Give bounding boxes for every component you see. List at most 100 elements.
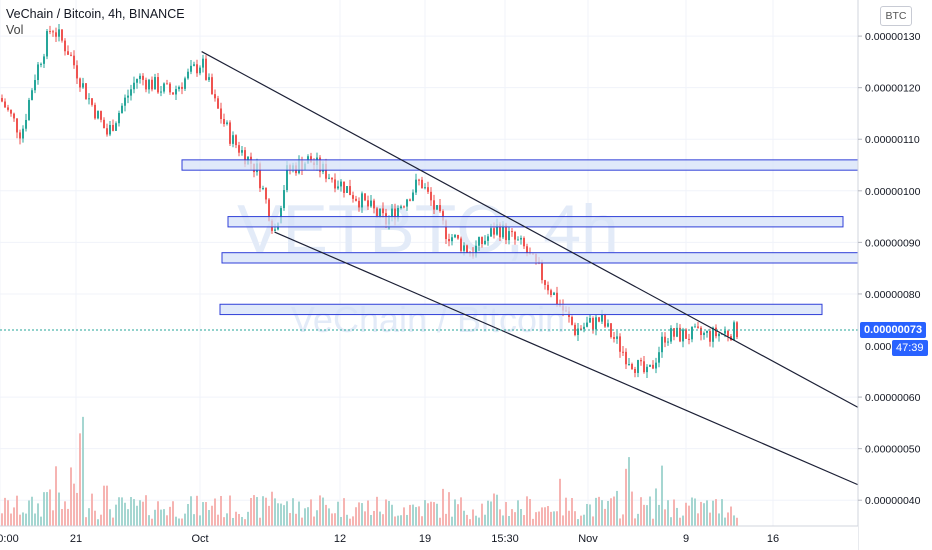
volume-bar [511, 509, 513, 526]
candle-body [595, 317, 597, 330]
volume-bar [673, 499, 675, 526]
volume-bar [592, 516, 594, 526]
volume-bar [4, 497, 6, 526]
volume-bar [448, 492, 450, 526]
candle-body [703, 332, 705, 335]
symbol-title[interactable]: VeChain / Bitcoin, 4h, BINANCE [6, 7, 185, 21]
volume-bar [700, 501, 702, 526]
candle-body [154, 77, 156, 90]
candle-body [64, 40, 66, 52]
candle-body [49, 31, 51, 33]
candle-body [85, 83, 87, 100]
volume-bar [445, 513, 447, 526]
candle-body [175, 89, 177, 95]
volume-bar [613, 496, 615, 526]
candle-body [715, 327, 717, 337]
candle-body [457, 234, 459, 239]
volume-bar [58, 492, 60, 526]
volume-bar [196, 495, 198, 526]
volume-bar [529, 499, 531, 526]
volume-bar [10, 513, 12, 526]
volume-bar [91, 493, 93, 526]
volume-bar [457, 504, 459, 526]
candle-body [337, 186, 339, 189]
candle-body [226, 122, 228, 125]
volume-bar [502, 515, 504, 526]
price-tick-label: 0.00000110 [865, 134, 920, 146]
volume-bar [301, 517, 303, 526]
candle-body [478, 237, 480, 246]
candle-body [349, 186, 351, 196]
volume-bar [649, 496, 651, 526]
candle-body [391, 208, 393, 218]
volume-bar [685, 502, 687, 526]
volume-bar [253, 495, 255, 526]
volume-bar [490, 501, 492, 526]
volume-bar [595, 497, 597, 526]
candle-body [343, 181, 345, 193]
price-tick-label: 0.00000100 [865, 186, 921, 198]
volume-bar [79, 433, 81, 526]
volume-bar [655, 488, 657, 526]
candle-body [508, 231, 510, 241]
candle-body [184, 78, 186, 89]
volume-bar [565, 497, 567, 526]
volume-bar [310, 499, 312, 526]
volume-bar [241, 516, 243, 526]
candle-body [106, 128, 108, 135]
volume-bar [88, 508, 90, 526]
volume-legend-label[interactable]: Vol [6, 23, 24, 37]
candle-body [55, 32, 57, 37]
trendline [201, 51, 859, 408]
volume-bar [661, 465, 663, 526]
currency-button[interactable]: BTC [880, 6, 912, 26]
candle-body [652, 364, 654, 369]
candle-body [445, 220, 447, 240]
candle-body [655, 362, 657, 369]
candle-body [658, 352, 660, 363]
volume-bar [385, 499, 387, 526]
volume-bar [223, 517, 225, 526]
volume-bar [382, 514, 384, 526]
candle-body [22, 128, 24, 139]
volume-bar [598, 496, 600, 526]
candle-body [502, 224, 504, 238]
candle-body [73, 55, 75, 66]
volume-bar [394, 516, 396, 526]
candle-body [259, 163, 261, 189]
volume-bar [499, 509, 501, 526]
volume-bar [652, 518, 654, 526]
volume-bar [388, 501, 390, 526]
volume-bar [520, 508, 522, 526]
volume-bar [259, 517, 261, 526]
candle-body [274, 229, 276, 231]
volume-bar [691, 497, 693, 526]
volume-bar [544, 507, 546, 526]
volume-bar [238, 514, 240, 526]
volume-bar [127, 509, 129, 526]
volume-bar [280, 503, 282, 526]
volume-bar [157, 501, 159, 526]
candle-body [574, 324, 576, 335]
price-tick-label: 0.00000040 [865, 495, 921, 507]
volume-bar [709, 512, 711, 526]
volume-bar [508, 516, 510, 526]
volume-bar [73, 483, 75, 526]
candle-body [379, 208, 381, 217]
volume-bar [148, 515, 150, 526]
candle-body [268, 199, 270, 221]
volume-bar [262, 496, 264, 526]
candle-body [712, 327, 714, 342]
candle-body [145, 79, 147, 90]
volume-bar [145, 495, 147, 526]
candle-body [70, 54, 72, 56]
candle-body [415, 179, 417, 193]
volume-bar [7, 500, 9, 526]
volume-bars [1, 416, 738, 526]
volume-bar [1, 513, 3, 526]
volume-bar [466, 514, 468, 526]
volume-bar [49, 489, 51, 526]
candle-body [706, 331, 708, 333]
